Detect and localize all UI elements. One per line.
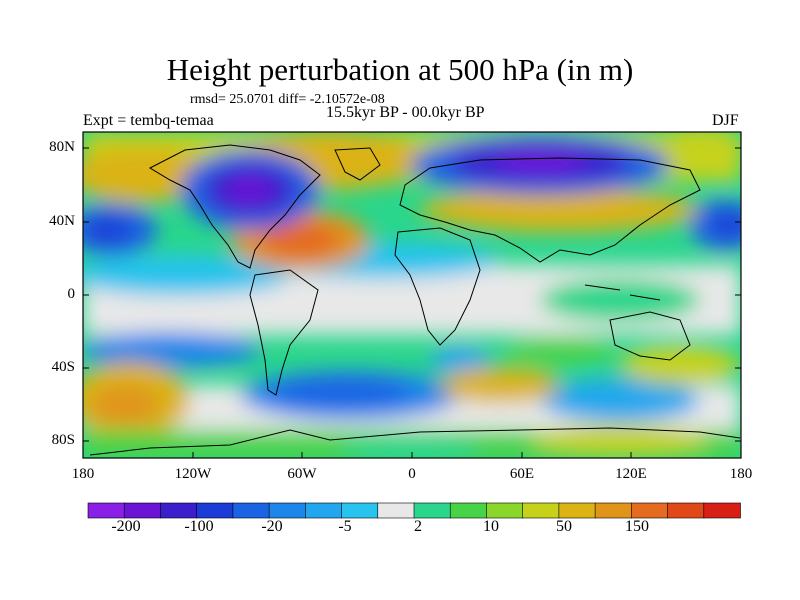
contour-field	[83, 132, 741, 458]
coastlines	[89, 144, 741, 456]
colorbar-label: -200	[111, 518, 141, 535]
colorbar-swatch	[232, 502, 270, 519]
lat-tick-label: 80S	[51, 432, 75, 448]
colorbar-swatch	[123, 502, 162, 519]
lon-tick-label: 120W	[174, 466, 212, 482]
colorbar-swatch	[377, 502, 415, 519]
stats-line: rmsd= 25.0701 diff= -2.10572e-08	[190, 92, 385, 107]
lat-tick-label: 0	[67, 286, 76, 302]
colorbar-swatch	[413, 502, 452, 519]
colorbar-label: -100	[184, 518, 214, 535]
lon-tick-label: 180	[729, 466, 753, 482]
colorbar-swatch	[522, 502, 560, 519]
axis-ticks	[82, 147, 742, 458]
colorbar-swatch	[196, 502, 234, 519]
colorbar-swatch	[631, 502, 669, 519]
lon-tick-label: 180	[71, 466, 95, 482]
period-label: 15.5kyr BP - 00.0kyr BP	[326, 104, 485, 121]
colorbar-swatch	[160, 502, 198, 519]
lon-tick-label: 60W	[287, 466, 317, 482]
colorbar-swatch	[341, 502, 379, 519]
lon-tick-label: 120E	[615, 466, 647, 482]
lon-tick-label: 60E	[509, 466, 535, 482]
lat-tick-label: 40S	[51, 359, 75, 375]
chart-title: Height perturbation at 500 hPa (in m)	[166, 52, 634, 87]
colorbar-label: 50	[556, 518, 572, 535]
lat-tick-label: 80N	[49, 139, 75, 155]
experiment-label: Expt = tembq-temaa	[83, 112, 214, 129]
colorbar	[87, 502, 741, 519]
lon-tick-label: 0	[408, 466, 416, 482]
colorbar-label: -20	[261, 518, 283, 535]
colorbar-label: -5	[338, 518, 352, 535]
colorbar-label: 150	[625, 518, 649, 535]
colorbar-swatch	[667, 502, 705, 519]
colorbar-swatch	[703, 502, 741, 519]
colorbar-swatch	[449, 502, 488, 519]
colorbar-label: 2	[414, 518, 422, 535]
colorbar-swatch	[305, 502, 343, 519]
colorbar-swatch	[486, 502, 524, 519]
colorbar-label: 10	[483, 518, 499, 535]
lat-tick-label: 40N	[49, 213, 75, 229]
colorbar-swatch	[594, 502, 633, 519]
colorbar-swatch	[87, 502, 126, 519]
season-label: DJF	[712, 112, 739, 129]
colorbar-swatch	[268, 502, 307, 519]
colorbar-swatch	[558, 502, 596, 519]
